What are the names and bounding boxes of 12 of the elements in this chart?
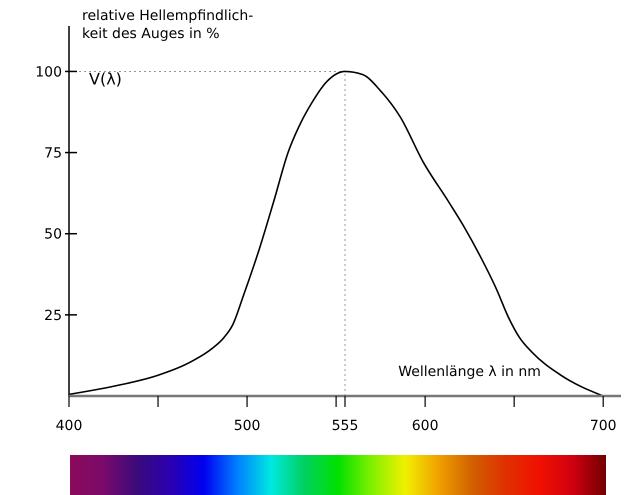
y-tick-label: 75: [44, 146, 62, 162]
x-tick-label: 500: [234, 418, 260, 434]
x-tick-label: 555: [332, 418, 358, 434]
x-tick-label: 600: [412, 418, 438, 434]
x-tick-label: 700: [590, 418, 617, 434]
y-tick-label: 100: [35, 64, 62, 80]
y-tick-label: 50: [44, 226, 62, 243]
x-axis-title: Wellenlänge λ in nm: [398, 364, 541, 380]
y-axis-title: relative Hellempfindlich- keit des Auges in %: [82, 8, 254, 42]
y-tick-label: 25: [44, 308, 62, 324]
x-tick-label: 400: [56, 418, 82, 434]
text: V(λ): [89, 69, 122, 88]
